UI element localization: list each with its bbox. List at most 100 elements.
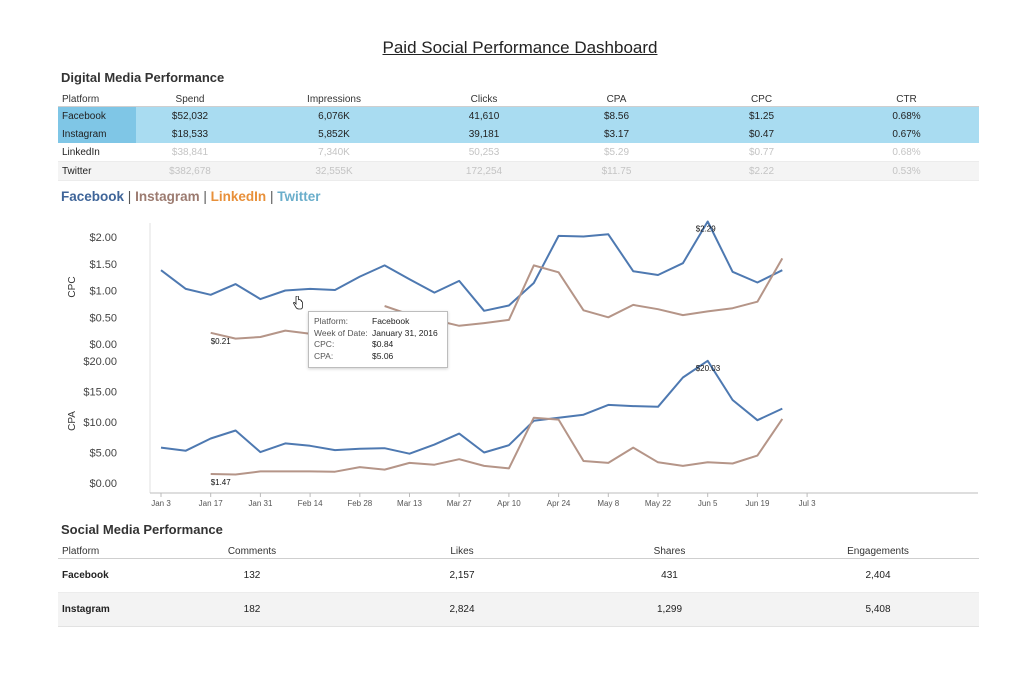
table-row-instagram[interactable]: Instagram 182 2,824 1,299 5,408	[58, 592, 979, 627]
x-tick-label: Jun 19	[745, 499, 770, 508]
cell-ctr: 0.68%	[834, 143, 979, 162]
cell-engagements: 5,408	[777, 592, 979, 627]
x-tick-label: May 22	[645, 499, 672, 508]
y-axis-label: CPA	[67, 411, 78, 431]
cell-shares: 431	[562, 558, 777, 593]
data-label: $2.29	[696, 224, 717, 233]
tooltip-value: January 31, 2016	[372, 327, 438, 338]
cell-platform[interactable]: Facebook	[58, 106, 136, 125]
col-ctr[interactable]: CTR	[834, 92, 979, 107]
cell-platform: Facebook	[58, 558, 142, 593]
col-engagements[interactable]: Engagements	[777, 544, 979, 559]
table-row-instagram[interactable]: Instagram $18,533 5,852K 39,181 $3.17 $0…	[58, 125, 979, 143]
y-tick-label: $20.00	[83, 356, 117, 368]
hand-cursor-icon	[293, 296, 303, 310]
cell-clicks: 41,610	[424, 106, 544, 125]
x-tick-label: Feb 14	[298, 499, 323, 508]
tooltip-value: Facebook	[372, 316, 410, 326]
legend-facebook[interactable]: Facebook	[61, 189, 125, 204]
tooltip-row: CPC: $0.84	[314, 339, 442, 351]
cell-clicks: 172,254	[424, 161, 544, 181]
col-shares[interactable]: Shares	[562, 544, 777, 559]
legend-twitter[interactable]: Twitter	[277, 189, 321, 204]
cell-clicks: 50,253	[424, 143, 544, 162]
y-tick-label: $5.00	[89, 448, 117, 460]
series-line-instagram	[210, 416, 784, 476]
col-impressions[interactable]: Impressions	[244, 92, 424, 107]
col-platform[interactable]: Platform	[58, 544, 142, 559]
col-cpc[interactable]: CPC	[689, 92, 834, 107]
x-tick-label: Jan 17	[199, 499, 224, 508]
cell-spend: $382,678	[136, 161, 244, 181]
y-tick-label: $0.00	[89, 478, 117, 490]
col-spend[interactable]: Spend	[136, 92, 244, 107]
col-clicks[interactable]: Clicks	[424, 92, 544, 107]
cell-platform[interactable]: Instagram	[58, 125, 136, 143]
tooltip-key: Platform:	[314, 316, 349, 326]
x-tick-label: Jun 5	[698, 499, 718, 508]
table-row-facebook[interactable]: Facebook 132 2,157 431 2,404	[58, 558, 979, 593]
cell-cpc: $0.77	[689, 143, 834, 162]
table-row-facebook[interactable]: Facebook $52,032 6,076K 41,610 $8.56 $1.…	[58, 106, 979, 125]
x-tick-label: Mar 27	[447, 499, 472, 508]
digital-media-heading: Digital Media Performance	[61, 70, 225, 85]
cell-likes: 2,157	[362, 558, 562, 593]
chart-tooltip: Platform: Facebook Week of Date: January 3…	[308, 311, 448, 368]
cell-impressions: 5,852K	[244, 125, 424, 143]
cell-comments: 132	[142, 558, 362, 593]
cell-shares: 1,299	[562, 592, 777, 627]
legend-linkedin[interactable]: LinkedIn	[210, 189, 267, 204]
legend-separator: |	[127, 189, 132, 204]
cell-platform[interactable]: Twitter	[58, 161, 136, 181]
x-tick-label: Jul 3	[799, 499, 816, 508]
cell-cpc: $1.25	[689, 106, 834, 125]
cell-cpa: $8.56	[544, 106, 689, 125]
legend-separator: |	[269, 189, 274, 204]
x-tick-label: May 8	[597, 499, 619, 508]
y-tick-label: $1.50	[89, 259, 117, 271]
table-row-twitter[interactable]: Twitter $382,678 32,555K 172,254 $11.75 …	[58, 161, 979, 181]
col-cpa[interactable]: CPA	[544, 92, 689, 107]
x-tick-label: Mar 13	[397, 499, 422, 508]
tooltip-key: CPC:	[314, 339, 335, 349]
cell-cpa: $3.17	[544, 125, 689, 143]
col-likes[interactable]: Likes	[362, 544, 562, 559]
tooltip-row: CPA: $5.06	[314, 351, 442, 363]
cell-spend: $18,533	[136, 125, 244, 143]
social-media-heading: Social Media Performance	[61, 522, 223, 537]
x-tick-label: Jan 31	[248, 499, 273, 508]
cell-likes: 2,824	[362, 592, 562, 627]
tooltip-row: Week of Date: January 31, 2016	[314, 328, 442, 340]
y-tick-label: $15.00	[83, 387, 117, 399]
tooltip-value: $0.84	[372, 339, 394, 349]
table-row-linkedin[interactable]: LinkedIn $38,841 7,340K 50,253 $5.29 $0.…	[58, 143, 979, 162]
series-line-facebook	[160, 359, 783, 455]
legend-instagram[interactable]: Instagram	[135, 189, 200, 204]
cell-spend: $52,032	[136, 106, 244, 125]
y-tick-label: $10.00	[83, 417, 117, 429]
series-line-instagram	[210, 257, 784, 340]
cell-cpa: $11.75	[544, 161, 689, 181]
data-label: $20.03	[696, 364, 721, 373]
tooltip-key: Week of Date:	[314, 327, 368, 338]
cell-platform[interactable]: LinkedIn	[58, 143, 136, 162]
cell-cpc: $0.47	[689, 125, 834, 143]
data-label: $0.21	[211, 337, 232, 346]
dashboard-title: Paid Social Performance Dashboard	[382, 38, 658, 57]
legend-separator: |	[203, 189, 207, 204]
cell-comments: 182	[142, 592, 362, 627]
cell-platform: Instagram	[58, 592, 142, 627]
cell-engagements: 2,404	[777, 558, 979, 593]
y-axis-label: CPC	[67, 276, 78, 297]
col-comments[interactable]: Comments	[142, 544, 362, 559]
cell-cpa: $5.29	[544, 143, 689, 162]
y-tick-label: $2.00	[89, 232, 117, 244]
y-tick-label: $1.00	[89, 286, 117, 298]
col-platform[interactable]: Platform	[58, 92, 136, 107]
y-tick-label: $0.00	[89, 339, 117, 351]
cell-ctr: 0.53%	[834, 161, 979, 181]
x-tick-label: Apr 10	[497, 499, 521, 508]
y-tick-label: $0.50	[89, 312, 117, 324]
cell-impressions: 32,555K	[244, 161, 424, 181]
